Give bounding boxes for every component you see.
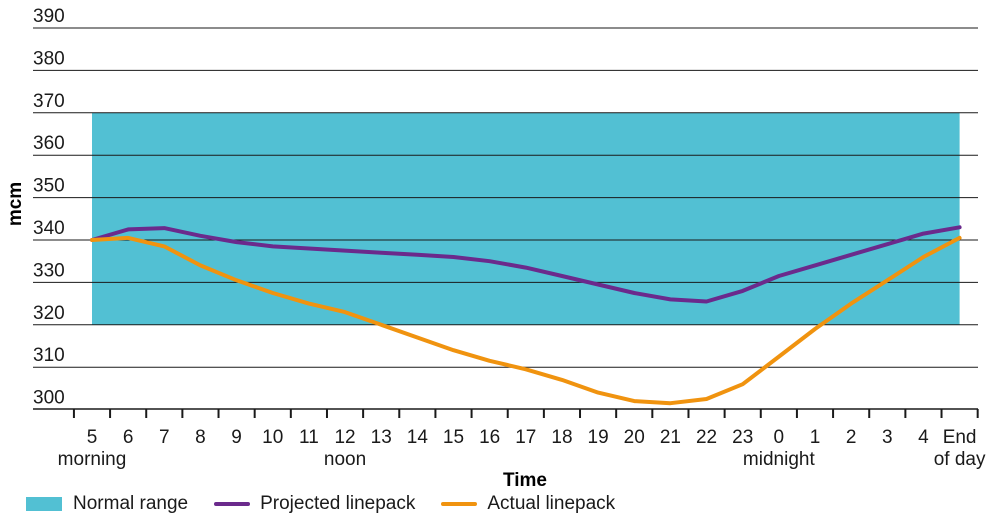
x-tick-label-8: 8 xyxy=(195,427,206,448)
x-tick-label-21: 21 xyxy=(660,427,681,448)
legend-label-projected: Projected linepack xyxy=(260,493,416,514)
legend-item-actual: Actual linepack xyxy=(441,493,615,515)
legend-item-normal-range: Normal range xyxy=(26,493,188,515)
x-tick-label-22: 22 xyxy=(696,427,717,448)
x-axis-title: Time xyxy=(503,470,547,490)
x-tick-label-15: 15 xyxy=(443,427,464,448)
x-tick-label-9: 9 xyxy=(231,427,242,448)
x-tick-label-16: 16 xyxy=(479,427,500,448)
x-tick-label-11: 11 xyxy=(299,427,319,448)
x-tick-label-10: 10 xyxy=(262,427,283,448)
x-tick-label-0: 0 xyxy=(774,427,785,448)
x-sub-label-noon: noon xyxy=(324,449,366,470)
x-tick-label-2: 2 xyxy=(846,427,857,448)
x-tick-label-3: 3 xyxy=(882,427,893,448)
x-tick-label-20: 20 xyxy=(624,427,645,448)
y-tick-label-330: 330 xyxy=(33,260,65,281)
x-tick-label-19: 19 xyxy=(588,427,609,448)
projected-linepack-swatch xyxy=(214,502,251,506)
x-tick-label-12: 12 xyxy=(334,427,355,448)
x-sub-label-morning: morning xyxy=(58,449,127,470)
legend-label-normal-range: Normal range xyxy=(73,493,189,514)
x-tick-label-5: 5 xyxy=(87,427,98,448)
x-tick-label-6: 6 xyxy=(123,427,134,448)
y-tick-label-360: 360 xyxy=(33,133,65,154)
x-tick-label-1: 1 xyxy=(810,427,821,448)
normal-range-layer xyxy=(92,112,960,325)
actual-linepack-swatch xyxy=(441,502,478,506)
normal-range-swatch xyxy=(26,497,62,511)
y-tick-label-390: 390 xyxy=(33,6,65,27)
series-lines xyxy=(90,225,962,406)
legend: Normal range Projected linepack Actual l… xyxy=(26,489,641,519)
x-tick-label-14: 14 xyxy=(407,427,429,448)
gridlines xyxy=(33,27,978,368)
projected-linepack-line xyxy=(90,225,962,304)
x-tick-labels: 5 6 7 8 9 10 11 12 13 14 15 16 17 18 19 20 21 22 23 0 1 2 3 4 En… xyxy=(58,427,986,470)
x-axis xyxy=(33,408,979,418)
y-tick-label-370: 370 xyxy=(33,91,65,112)
x-tick-label-13: 13 xyxy=(371,427,392,448)
x-sub-label-midnight: midnight xyxy=(743,449,816,470)
x-tick-label-18: 18 xyxy=(551,427,572,448)
y-tick-label-310: 310 xyxy=(33,345,65,366)
x-tick-label-7: 7 xyxy=(159,427,170,448)
y-tick-label-320: 320 xyxy=(33,303,65,324)
actual-linepack-line xyxy=(90,235,962,406)
y-axis-title: mcm xyxy=(5,182,26,226)
legend-label-actual: Actual linepack xyxy=(487,493,616,514)
x-sub-label-of-day: of day xyxy=(934,449,986,470)
y-tick-label-300: 300 xyxy=(33,388,65,409)
legend-item-projected: Projected linepack xyxy=(214,493,415,515)
y-tick-labels: 300 310 320 330 340 350 360 370 380 390 xyxy=(33,6,65,409)
y-tick-label-350: 350 xyxy=(33,176,65,197)
x-tick-label-End: End xyxy=(943,427,977,448)
y-tick-label-340: 340 xyxy=(33,218,65,239)
x-tick-label-23: 23 xyxy=(732,427,753,448)
normal-range-band xyxy=(92,112,960,325)
x-tick-label-4: 4 xyxy=(918,427,929,448)
y-tick-label-380: 380 xyxy=(33,48,65,69)
x-tick-label-17: 17 xyxy=(515,427,536,448)
